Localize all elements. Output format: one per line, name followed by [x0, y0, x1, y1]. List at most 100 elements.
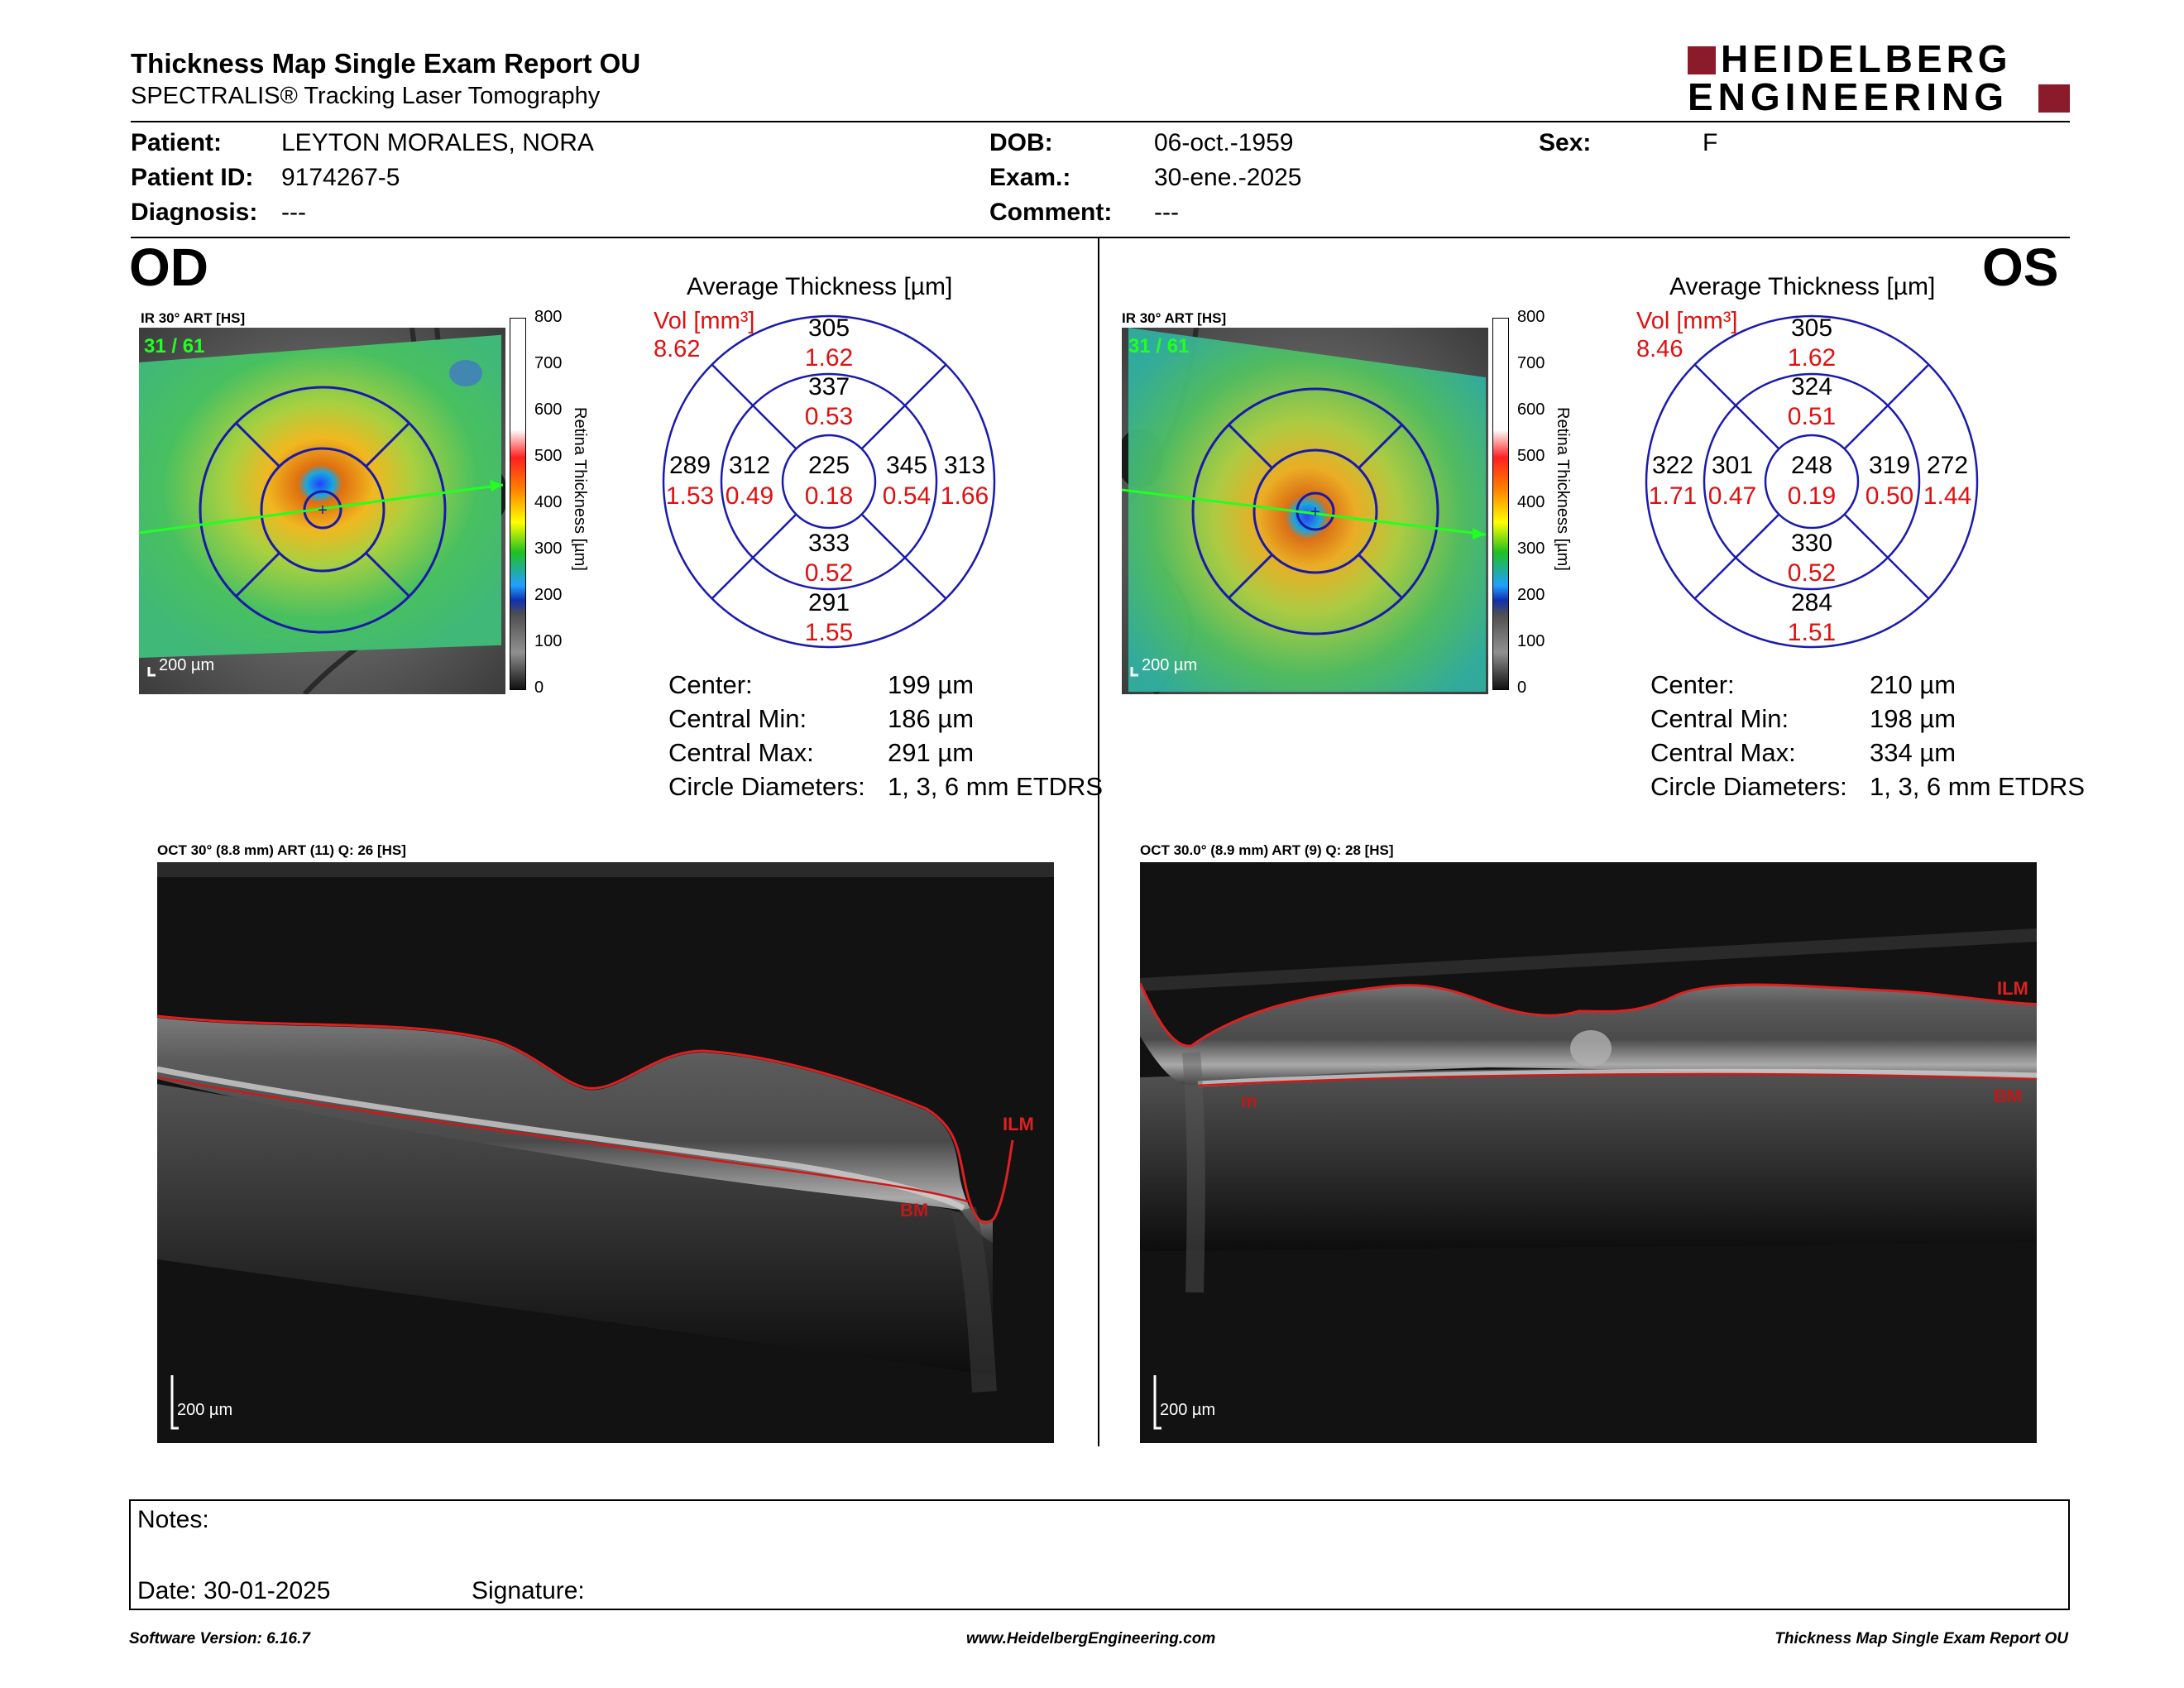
- od-outer-inferior-volume: 1.55: [805, 619, 853, 646]
- od-central-max-label: Central Max:: [668, 738, 814, 767]
- os-ir-title: IR 30° ART [HS]: [1122, 310, 1227, 326]
- svg-text:+: +: [1310, 503, 1320, 521]
- od-colorbar-title: Retina Thickness [µm]: [571, 407, 589, 571]
- od-outer-superior-thickness: 305: [808, 314, 850, 342]
- comment-value: ---: [1154, 199, 1179, 226]
- os-inner-right-thickness: 319: [1869, 452, 1910, 479]
- od-center-volume: 0.18: [805, 482, 853, 510]
- os-inner-right-volume: 0.50: [1866, 482, 1913, 510]
- od-etdrs-grid: 305 1.62 337 0.53 225 0.18 312 0.49 345 …: [654, 306, 1004, 657]
- os-inner-superior-thickness: 324: [1791, 373, 1832, 400]
- od-outer-inferior-thickness: 291: [808, 589, 850, 616]
- report-subtitle: SPECTRALIS® Tracking Laser Tomography: [131, 83, 601, 109]
- os-outer-right-thickness: 272: [1927, 452, 1968, 479]
- os-central-min-label: Central Min:: [1650, 704, 1789, 733]
- od-oct-scale: 200 µm: [177, 1401, 232, 1419]
- os-central-max-value: 334 µm: [1870, 738, 1956, 767]
- os-inner-left-thickness: 301: [1712, 452, 1753, 479]
- report-title: Thickness Map Single Exam Report OU: [131, 48, 641, 79]
- os-outer-right-volume: 1.44: [1923, 482, 1971, 510]
- od-tick-100: 100: [534, 632, 563, 650]
- os-tick-700: 700: [1517, 354, 1545, 372]
- od-outer-right-volume: 1.66: [941, 482, 989, 510]
- od-outer-left-volume: 1.53: [666, 482, 714, 510]
- os-oct-title: OCT 30.0° (8.9 mm) ART (9) Q: 28 [HS]: [1140, 842, 1394, 858]
- od-central-min-value: 186 µm: [888, 704, 975, 733]
- os-tick-800: 800: [1517, 308, 1545, 326]
- os-colorbar-title: Retina Thickness [µm]: [1554, 407, 1572, 571]
- heidelberg-logo: HEIDELBERG ENGINEERING: [1688, 40, 2070, 118]
- od-tick-600: 600: [534, 400, 563, 419]
- od-inner-left-thickness: 312: [729, 452, 770, 479]
- logo-line2: ENGINEERING: [1688, 75, 2009, 118]
- od-bm-label: BM: [900, 1200, 928, 1220]
- od-center-value: 199 µm: [888, 670, 975, 699]
- od-ir-scale: 200 µm: [159, 656, 214, 674]
- svg-text:+: +: [318, 501, 328, 520]
- os-center-label: Center:: [1650, 670, 1735, 699]
- od-oct-bscan: ILM BM 200 µm: [156, 862, 1054, 1443]
- os-outer-left-thickness: 322: [1652, 452, 1693, 479]
- os-tick-600: 600: [1517, 400, 1545, 419]
- od-tick-700: 700: [534, 354, 563, 372]
- os-inner-inferior-thickness: 330: [1791, 530, 1832, 557]
- os-ir-scale: 200 µm: [1142, 656, 1197, 674]
- footer-version: Software Version: 6.16.7: [129, 1630, 310, 1647]
- notes-label: Notes:: [137, 1506, 209, 1533]
- os-center-volume: 0.19: [1788, 482, 1836, 510]
- od-vol-label: Vol [mm³]: [654, 308, 755, 334]
- os-fundus-thickness-map: 31 / 61 + 200 µm: [1117, 327, 1488, 697]
- os-oct-scale: 200 µm: [1160, 1401, 1215, 1419]
- info-divider: [131, 237, 2070, 238]
- os-outer-superior-volume: 1.62: [1788, 344, 1836, 372]
- od-ilm-label: ILM: [1003, 1114, 1034, 1134]
- od-vol-value: 8.62: [654, 336, 701, 362]
- od-inner-left-volume: 0.49: [726, 482, 774, 510]
- od-avg-title: Average Thickness [µm]: [687, 273, 953, 300]
- os-thickness-colorbar: [1492, 318, 1509, 690]
- notes-box[interactable]: Notes: Date: 30-01-2025 Signature:: [129, 1499, 2070, 1610]
- od-circle-diameters-value: 1, 3, 6 mm ETDRS: [888, 772, 1104, 801]
- od-ir-title: IR 30° ART [HS]: [141, 310, 246, 326]
- patient-id: 9174267-5: [281, 164, 400, 191]
- os-vol-label: Vol [mm³]: [1636, 308, 1738, 334]
- os-vol-value: 8.46: [1636, 336, 1684, 362]
- os-inner-left-volume: 0.47: [1708, 482, 1756, 510]
- os-etdrs-grid: 305 1.62 324 0.51 248 0.19 301 0.47 319 …: [1636, 306, 1987, 657]
- patient-label: Patient:: [131, 129, 223, 156]
- patient-name: LEYTON MORALES, NORA: [281, 129, 594, 156]
- od-outer-superior-volume: 1.62: [805, 344, 853, 372]
- od-circle-diameters-label: Circle Diameters:: [668, 772, 865, 801]
- diagnosis-label: Diagnosis:: [131, 199, 258, 226]
- os-outer-left-volume: 1.71: [1649, 482, 1697, 510]
- os-tick-200: 200: [1517, 586, 1545, 604]
- patient-id-label: Patient ID:: [131, 164, 254, 191]
- os-tick-500: 500: [1517, 447, 1545, 465]
- notes-date: Date: 30-01-2025: [137, 1577, 331, 1604]
- os-avg-title: Average Thickness [µm]: [1669, 273, 1936, 300]
- od-inner-right-thickness: 345: [886, 452, 927, 479]
- os-central-min-value: 198 µm: [1870, 704, 1956, 733]
- od-tick-800: 800: [534, 308, 563, 326]
- os-bm-label: BM: [1994, 1086, 2022, 1106]
- od-inner-superior-thickness: 337: [808, 373, 850, 400]
- footer-report-title: Thickness Map Single Exam Report OU: [1774, 1630, 2068, 1647]
- os-central-max-label: Central Max:: [1650, 738, 1796, 767]
- footer-url[interactable]: www.HeidelbergEngineering.com: [966, 1630, 1216, 1647]
- od-center-label: Center:: [668, 670, 753, 699]
- od-inner-inferior-volume: 0.52: [805, 559, 853, 587]
- od-thickness-colorbar: [510, 318, 526, 690]
- os-outer-superior-thickness: 305: [1791, 314, 1832, 342]
- od-outer-right-thickness: 313: [944, 452, 985, 479]
- od-frame-counter: 31 / 61: [144, 335, 204, 357]
- od-tick-200: 200: [534, 586, 563, 604]
- os-ilm-label: ILM: [1997, 978, 2028, 999]
- exam-value: 30-ene.-2025: [1154, 164, 1302, 191]
- od-tick-300: 300: [534, 539, 563, 558]
- header-divider: [131, 121, 2070, 122]
- od-central-min-label: Central Min:: [668, 704, 807, 733]
- od-eye-label: OD: [129, 237, 208, 297]
- od-inner-superior-volume: 0.53: [805, 403, 853, 430]
- logo-line1: HEIDELBERG: [1721, 37, 2012, 80]
- os-tick-0: 0: [1517, 679, 1527, 697]
